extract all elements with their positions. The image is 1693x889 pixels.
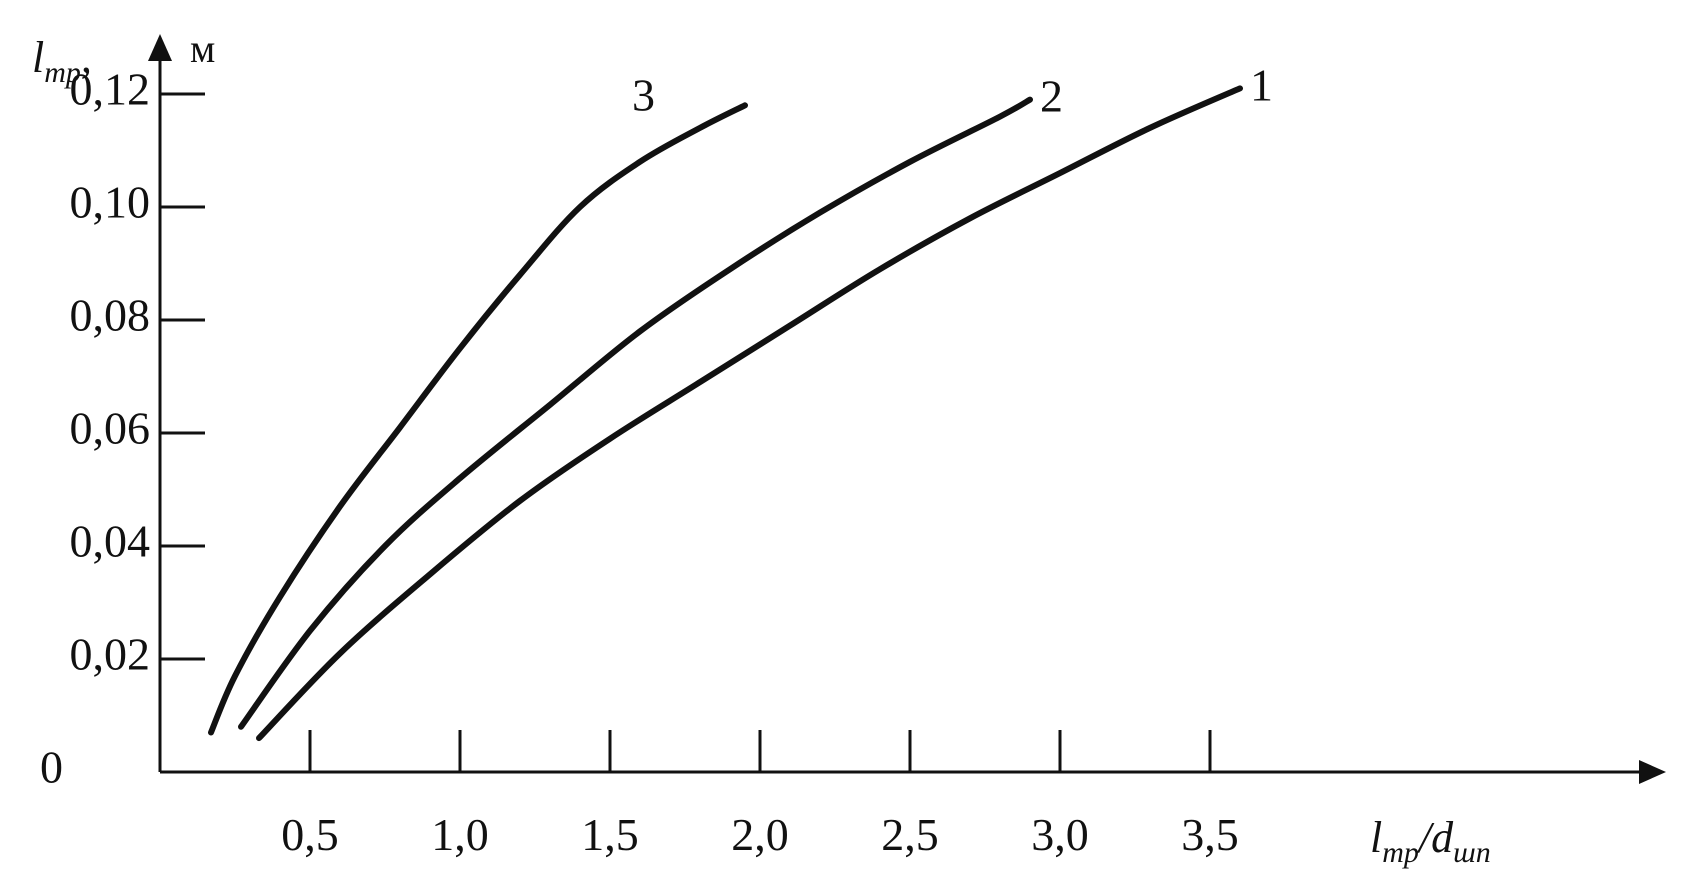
series-line-2 xyxy=(238,96,1033,730)
x-tick-label: 1,5 xyxy=(581,809,639,860)
series-line-3 xyxy=(208,102,748,736)
curves: 1 2 3 xyxy=(208,59,1273,742)
x-axis-title-sub2: шп xyxy=(1453,836,1491,869)
series-line-1 xyxy=(256,85,1243,742)
x-tick-label: 2,0 xyxy=(731,809,789,860)
y-ticks: 0,02 0,04 0,06 0,08 0,10 0,12 xyxy=(70,64,205,680)
y-axis-title: lтр, xyxy=(32,33,92,89)
series-label-1: 1 xyxy=(1250,59,1273,110)
series-label-2: 2 xyxy=(1040,71,1063,122)
x-tick-label: 3,0 xyxy=(1031,809,1089,860)
x-tick-label: 0,5 xyxy=(281,809,339,860)
x-tick-label: 3,5 xyxy=(1181,809,1239,860)
y-tick-label: 0,10 xyxy=(70,177,151,228)
y-axis-title-sub: тр xyxy=(44,56,81,89)
y-axis-unit: м xyxy=(190,26,215,71)
y-axis-title-suffix: , xyxy=(81,33,92,82)
x-tick-label: 1,0 xyxy=(431,809,489,860)
y-tick-label: 0,08 xyxy=(70,290,151,341)
origin-label: 0 xyxy=(40,742,63,793)
series-label-3: 3 xyxy=(632,69,655,120)
x-tick-label: 2,5 xyxy=(881,809,939,860)
y-axis-title-main: l xyxy=(32,33,44,82)
x-axis-title-main: l xyxy=(1370,813,1382,862)
y-tick-label: 0,12 xyxy=(70,64,151,115)
x-axis-title-sub1: тр xyxy=(1382,836,1419,869)
x-axis-title-mid: /d xyxy=(1416,813,1454,862)
y-tick-label: 0,02 xyxy=(70,629,151,680)
x-axis-title: lтр/dшп xyxy=(1370,813,1491,869)
y-tick-label: 0,06 xyxy=(70,403,151,454)
x-ticks: 0,5 1,0 1,5 2,0 2,5 3,0 3,5 xyxy=(281,730,1239,860)
y-tick-label: 0,04 xyxy=(70,516,151,567)
